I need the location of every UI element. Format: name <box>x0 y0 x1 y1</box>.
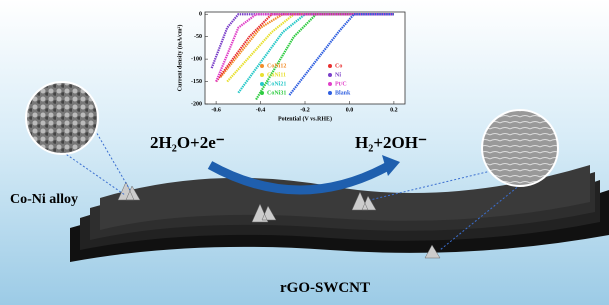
legend-label: CoNi31 <box>267 90 286 96</box>
x-tick-label: -0.4 <box>256 107 266 113</box>
legend-label: CoNi21 <box>267 81 286 87</box>
x-tick-label: -0.2 <box>300 107 310 113</box>
legend-swatch <box>328 91 332 95</box>
y-tick-label: -200 <box>191 101 202 107</box>
legend-label: Blank <box>335 90 351 96</box>
y-tick-label: 0 <box>199 12 202 18</box>
legend-label: Co <box>335 63 342 69</box>
legend-label: CoNi11 <box>267 72 286 78</box>
legend-label: Ni <box>335 72 341 78</box>
figure: -0.6 -0.4 -0.2 0.0 0.2 0 -50 -100 -150 -200 Potent… <box>0 0 609 305</box>
y-tick-label: -50 <box>194 34 202 40</box>
y-tick-label: -100 <box>191 56 202 62</box>
legend-swatch <box>260 82 264 86</box>
page: -0.6 -0.4 -0.2 0.0 0.2 0 -50 -100 -150 -200 Potent… <box>0 0 609 305</box>
legend-swatch <box>328 82 332 86</box>
y-axis-label: Current density (mA/cm²) <box>176 25 183 92</box>
legend-swatch <box>328 64 332 68</box>
legend-swatch <box>328 73 332 77</box>
alloy-label: Co-Ni alloy <box>10 192 78 207</box>
x-axis-label: Potential (V vs.RHE) <box>278 115 332 122</box>
x-tick-label: -0.6 <box>211 107 221 113</box>
legend-label: Pt/C <box>335 81 347 87</box>
x-tick-label: 0.0 <box>346 107 354 113</box>
legend-swatch <box>260 91 264 95</box>
legend-label: CoNi12 <box>267 63 286 69</box>
reactants: 2H₂O+2e⁻ <box>150 133 225 152</box>
support-label: rGO-SWCNT <box>280 280 370 296</box>
legend-swatch <box>260 73 264 77</box>
legend-swatch <box>260 64 264 68</box>
x-tick-label: 0.2 <box>390 107 398 113</box>
y-tick-label: -150 <box>191 79 202 85</box>
products: H₂+2OH⁻ <box>355 133 427 152</box>
